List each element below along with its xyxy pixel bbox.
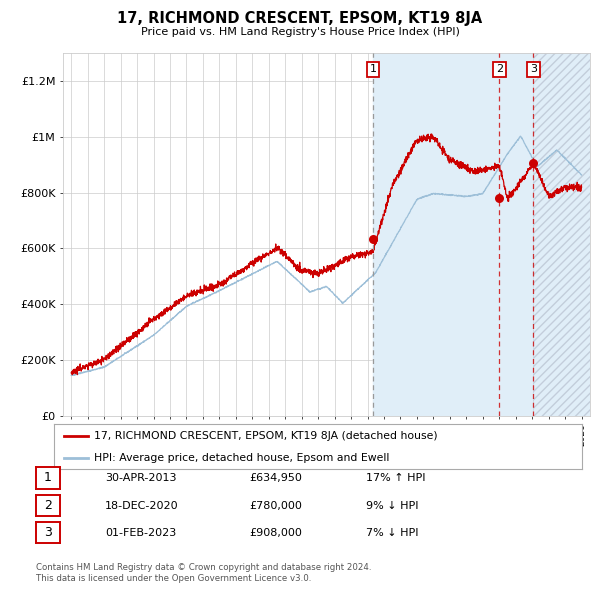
Text: 2: 2 (44, 499, 52, 512)
Text: 2: 2 (496, 64, 503, 74)
Text: 1: 1 (370, 64, 376, 74)
Text: 1: 1 (44, 471, 52, 484)
Text: HPI: Average price, detached house, Epsom and Ewell: HPI: Average price, detached house, Epso… (94, 453, 389, 463)
Text: 17, RICHMOND CRESCENT, EPSOM, KT19 8JA: 17, RICHMOND CRESCENT, EPSOM, KT19 8JA (118, 11, 482, 27)
Text: 17% ↑ HPI: 17% ↑ HPI (366, 473, 425, 483)
Text: This data is licensed under the Open Government Licence v3.0.: This data is licensed under the Open Gov… (36, 573, 311, 583)
Bar (533, 53, 590, 416)
Bar (373, 53, 533, 416)
Text: 17, RICHMOND CRESCENT, EPSOM, KT19 8JA (detached house): 17, RICHMOND CRESCENT, EPSOM, KT19 8JA (… (94, 431, 437, 441)
Text: 3: 3 (44, 526, 52, 539)
Text: 18-DEC-2020: 18-DEC-2020 (105, 501, 179, 510)
Text: £780,000: £780,000 (249, 501, 302, 510)
Bar (533, 53, 590, 416)
Text: £908,000: £908,000 (249, 528, 302, 537)
Text: £634,950: £634,950 (249, 473, 302, 483)
Text: 9% ↓ HPI: 9% ↓ HPI (366, 501, 419, 510)
Text: 7% ↓ HPI: 7% ↓ HPI (366, 528, 419, 537)
Text: 3: 3 (530, 64, 537, 74)
Text: Price paid vs. HM Land Registry's House Price Index (HPI): Price paid vs. HM Land Registry's House … (140, 28, 460, 37)
Text: 30-APR-2013: 30-APR-2013 (105, 473, 176, 483)
Text: 01-FEB-2023: 01-FEB-2023 (105, 528, 176, 537)
Text: Contains HM Land Registry data © Crown copyright and database right 2024.: Contains HM Land Registry data © Crown c… (36, 563, 371, 572)
